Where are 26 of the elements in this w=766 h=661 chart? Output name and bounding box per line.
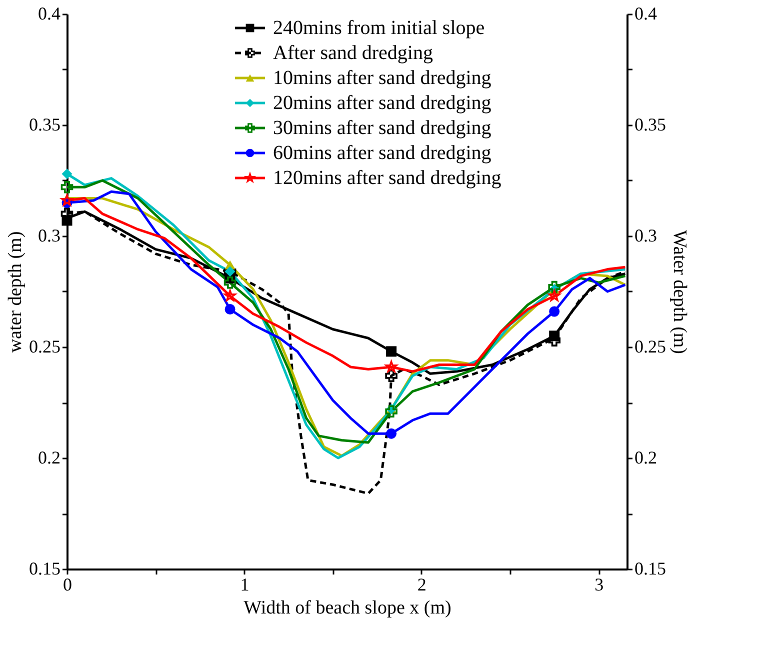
x-tick-label: 1 bbox=[240, 574, 250, 594]
y2-tick-label: 0.25 bbox=[634, 336, 666, 356]
x-tick-label: 0 bbox=[63, 574, 72, 594]
legend-label: 10mins after sand dredging bbox=[273, 67, 492, 89]
y-tick-label: 0.3 bbox=[38, 226, 60, 246]
legend-label: 240mins from initial slope bbox=[273, 17, 485, 39]
y2-tick-label: 0.35 bbox=[634, 114, 666, 134]
legend-label: 120mins after sand dredging bbox=[273, 167, 502, 189]
y2-tick-label: 0.3 bbox=[634, 226, 657, 246]
y-tick-label: 0.4 bbox=[38, 4, 60, 24]
y2-tick-label: 0.2 bbox=[634, 448, 657, 468]
y-tick-label: 0.35 bbox=[29, 114, 60, 134]
y-axis-title: water depth (m) bbox=[5, 231, 26, 353]
legend-label: 30mins after sand dredging bbox=[273, 117, 492, 139]
x-tick-label: 3 bbox=[594, 574, 604, 594]
y2-tick-label: 0.15 bbox=[634, 558, 666, 578]
x-tick-label: 2 bbox=[417, 574, 426, 594]
y2-tick-label: 0.4 bbox=[634, 4, 657, 24]
y2-axis-title: Water depth (m) bbox=[669, 230, 690, 354]
legend-label: 60mins after sand dredging bbox=[273, 142, 492, 164]
legend-label: After sand dredging bbox=[273, 42, 433, 64]
y-tick-label: 0.15 bbox=[29, 558, 60, 578]
x-axis-title: Width of beach slope x (m) bbox=[244, 598, 452, 618]
y-tick-label: 0.25 bbox=[29, 336, 60, 356]
legend-label: 20mins after sand dredging bbox=[273, 92, 492, 114]
y-tick-label: 0.2 bbox=[38, 448, 60, 468]
